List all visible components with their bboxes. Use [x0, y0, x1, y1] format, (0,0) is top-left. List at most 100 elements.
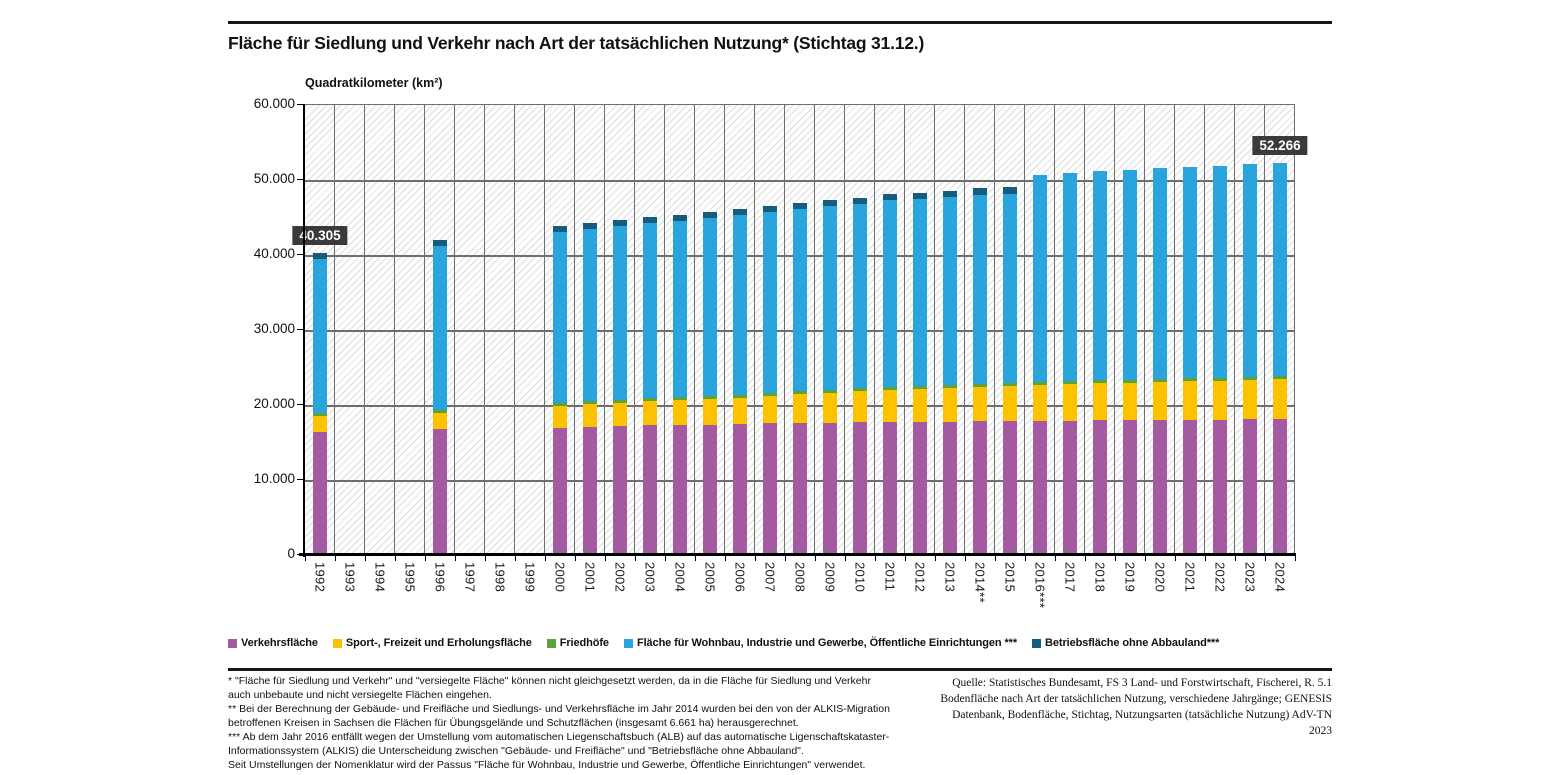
gridline-vertical: [934, 105, 935, 555]
x-tick-label: 2007: [762, 562, 778, 593]
bar-2007: [763, 206, 777, 555]
gridline-vertical: [634, 105, 635, 555]
bar-segment: [823, 206, 837, 390]
bar-segment: [583, 401, 597, 405]
bar-segment: [763, 395, 777, 424]
bar-segment: [1213, 419, 1227, 555]
y-tick-label: 0: [287, 546, 295, 561]
bar-segment: [1093, 171, 1107, 380]
bar-2004: [673, 214, 687, 555]
x-tick-label: 2009: [822, 562, 838, 593]
bar-segment: [1123, 379, 1137, 383]
bar-segment: [613, 426, 627, 555]
bar-2018: [1093, 171, 1107, 555]
gridline-vertical: [874, 105, 875, 555]
bar-segment: [1153, 378, 1167, 382]
gridline-vertical: [544, 105, 545, 555]
bar-segment: [793, 394, 807, 423]
y-tick-mark: [297, 553, 303, 555]
x-tick-mark: [664, 556, 666, 561]
bar-segment: [733, 208, 747, 215]
bar-segment: [763, 423, 777, 555]
bar-segment: [1273, 379, 1287, 419]
x-tick-label: 1999: [522, 562, 538, 593]
bar-segment: [793, 208, 807, 392]
x-tick-mark: [364, 556, 366, 561]
y-tick-label: 40.000: [253, 246, 295, 261]
bar-2023: [1243, 164, 1257, 555]
x-tick-mark: [1054, 556, 1056, 561]
bar-segment: [1003, 382, 1017, 386]
legend-swatch-icon: [1032, 638, 1042, 648]
gridline-vertical: [574, 105, 575, 555]
bar-segment: [703, 399, 717, 425]
bar-segment: [673, 214, 687, 221]
bar-segment: [913, 198, 927, 386]
bar-segment: [913, 421, 927, 555]
gridline-vertical: [814, 105, 815, 555]
bar-2009: [823, 200, 837, 555]
bar-segment: [733, 423, 747, 555]
bar-segment: [553, 427, 567, 555]
bar-segment: [553, 231, 567, 403]
gridline-vertical: [364, 105, 365, 555]
x-tick-label: 2018: [1092, 562, 1108, 593]
bar-segment: [613, 219, 627, 226]
bar-segment: [943, 387, 957, 422]
bar-segment: [583, 228, 597, 402]
x-tick-mark: [934, 556, 936, 561]
bar-segment: [943, 190, 957, 197]
x-tick-label: 2006: [732, 562, 748, 593]
bar-segment: [1273, 418, 1287, 555]
x-tick-mark: [574, 556, 576, 561]
x-tick-label: 2001: [582, 562, 598, 593]
plot-area: 40.305 52.266: [292, 104, 1308, 555]
gridline-vertical: [1084, 105, 1085, 555]
y-tick-mark: [297, 478, 303, 480]
bar-segment: [613, 225, 627, 400]
x-tick-label: 1996: [432, 562, 448, 593]
gridline-vertical: [664, 105, 665, 555]
bar-segment: [673, 220, 687, 398]
legend-item: Betriebsfläche ohne Abbauland***: [1032, 637, 1219, 649]
bar-segment: [823, 389, 837, 393]
bar-segment: [1003, 421, 1017, 555]
gridline-vertical: [1204, 105, 1205, 555]
x-tick-label: 2011: [882, 562, 898, 592]
bar-segment: [643, 216, 657, 223]
x-tick-mark: [544, 556, 546, 561]
x-tick-mark: [1144, 556, 1146, 561]
bar-2019: [1123, 169, 1137, 555]
gridline-vertical: [1024, 105, 1025, 555]
gridline-vertical: [694, 105, 695, 555]
bar-segment: [763, 392, 777, 396]
x-tick-label: 2014**: [972, 562, 988, 603]
bar-segment: [853, 422, 867, 555]
y-tick-mark: [297, 403, 303, 405]
bar-segment: [1003, 186, 1017, 194]
y-tick-mark: [297, 178, 303, 180]
bar-segment: [313, 252, 327, 259]
bar-segment: [553, 225, 567, 232]
bar-segment: [823, 200, 837, 207]
gridline-vertical: [904, 105, 905, 555]
x-tick-label: 2012: [912, 562, 928, 593]
legend-item: Fläche für Wohnbau, Industrie und Gewerb…: [623, 637, 1017, 649]
x-axis-line: [299, 553, 1296, 556]
x-tick-label: 2010: [852, 562, 868, 593]
bar-2013: [943, 190, 957, 555]
bar-segment: [1063, 420, 1077, 555]
bar-2012: [913, 192, 927, 555]
y-tick-label: 20.000: [253, 396, 295, 411]
bar-segment: [973, 195, 987, 384]
y-tick-label: 30.000: [253, 321, 295, 336]
bar-segment: [853, 198, 867, 204]
bar-segment: [1243, 376, 1257, 380]
footnote-line: Seit Umstellungen der Nomenklatur wird d…: [228, 758, 866, 771]
bar-2021: [1183, 166, 1197, 555]
bar-segment: [1123, 382, 1137, 421]
bar-2006: [733, 208, 747, 555]
x-tick-label: 2020: [1152, 562, 1168, 593]
legend-item: Friedhöfe: [546, 637, 609, 649]
bar-segment: [793, 423, 807, 555]
